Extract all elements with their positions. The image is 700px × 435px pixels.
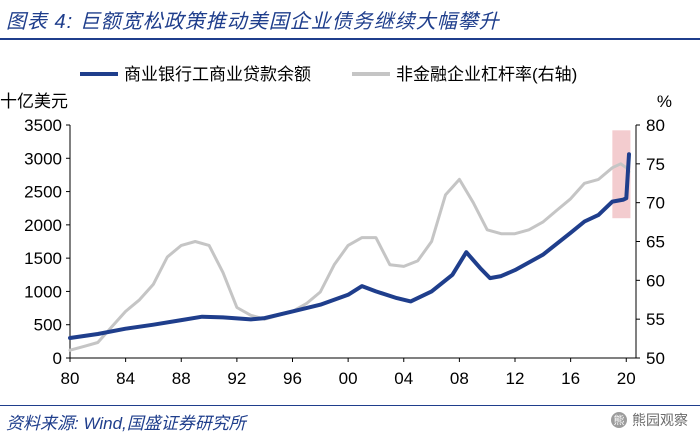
x-tick-label: 92 (227, 369, 246, 388)
y-left-tick-label: 3500 (24, 116, 62, 135)
y-right-tick-label: 55 (646, 310, 665, 329)
source-note: 资料来源: Wind,国盛证券研究所 (6, 414, 246, 433)
y-right-tick-label: 50 (646, 349, 665, 368)
y-right-tick-label: 65 (646, 233, 665, 252)
watermark: 熊 熊园观察 (611, 410, 688, 430)
y-right-tick-label: 75 (646, 155, 665, 174)
x-tick-label: 80 (61, 369, 80, 388)
x-tick-label: 08 (450, 369, 469, 388)
y-right-unit-label: % (657, 92, 672, 111)
y-left-unit-label: 十亿美元 (0, 92, 68, 111)
series-line-loans (68, 152, 631, 340)
x-tick-label: 88 (172, 369, 191, 388)
y-right-tick-label: 80 (646, 116, 665, 135)
x-tick-label: 12 (506, 369, 525, 388)
y-left-tick-label: 2500 (24, 183, 62, 202)
x-tick-label: 96 (283, 369, 302, 388)
x-tick-label: 84 (116, 369, 135, 388)
y-left-tick-label: 0 (53, 349, 62, 368)
y-right-tick-label: 70 (646, 194, 665, 213)
y-right-tick-label: 60 (646, 271, 665, 290)
line-chart: 商业银行工商业贷款余额 非金融企业杠杆率(右轴) 十亿美元 % 0 500 1000 1500… (0, 65, 672, 388)
legend-label-loans: 商业银行工商业贷款余额 (124, 65, 311, 84)
x-tick-label: 20 (617, 369, 636, 388)
y-left-tick-label: 500 (34, 316, 62, 335)
x-tick-label: 16 (561, 369, 580, 388)
footer-rule (0, 405, 700, 406)
watermark-text: 熊园观察 (632, 412, 688, 428)
y-left-tick-label: 3000 (24, 149, 62, 168)
x-tick-label: 00 (339, 369, 358, 388)
y-left-tick-label: 2000 (24, 216, 62, 235)
y-left-tick-label: 1500 (24, 249, 62, 268)
title-rule (0, 38, 700, 40)
legend-label-leverage: 非金融企业杠杆率(右轴) (396, 65, 577, 84)
bear-logo-icon: 熊 (611, 412, 627, 428)
x-tick-label: 04 (394, 369, 413, 388)
y-left-tick-label: 1000 (24, 282, 62, 301)
figure-title: 图表 4: 巨额宽松政策推动美国企业债务继续大幅攀升 (6, 10, 500, 33)
chart-title-bar: 图表 4: 巨额宽松政策推动美国企业债务继续大幅攀升 (0, 0, 700, 38)
series-line-leverage (68, 162, 631, 352)
